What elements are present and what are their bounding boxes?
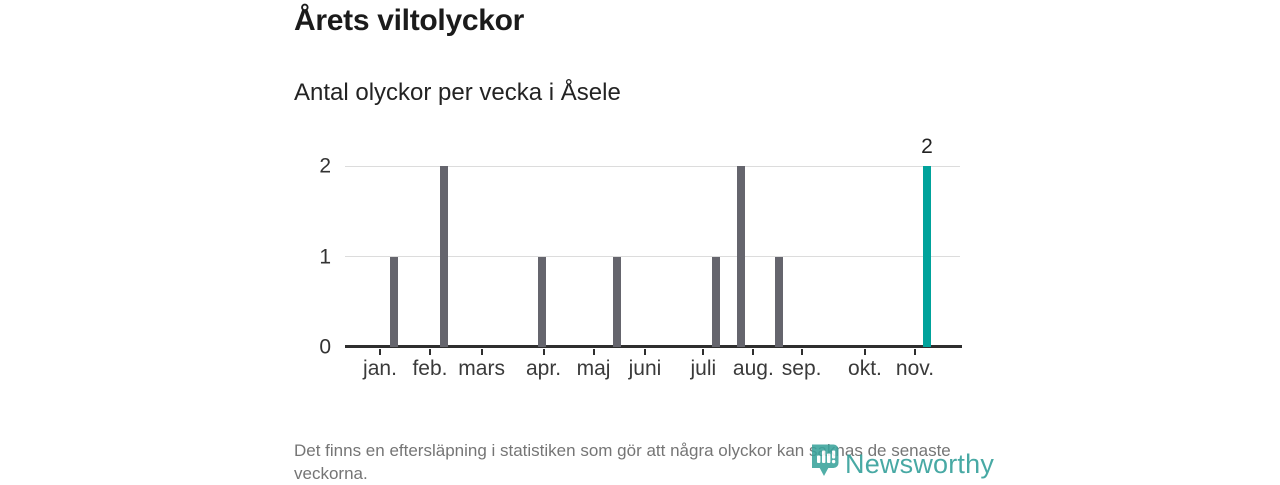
y-axis-label-0: 0 (319, 335, 331, 359)
x-tick-nov (913, 349, 916, 355)
x-tick-maj (592, 349, 595, 355)
bar-week-16 (537, 256, 546, 347)
bar-week-8 (440, 166, 448, 347)
gridline-y-1 (345, 256, 960, 257)
x-axis-label-aug: aug. (732, 357, 774, 380)
x-tick-apr (542, 349, 545, 355)
logo-exclamation-dot (831, 459, 836, 464)
y-axis-label-2: 2 (319, 154, 331, 178)
logo-bar-tall (822, 450, 826, 463)
newsworthy-logo: Newsworthy (812, 444, 994, 480)
logo-bar-medium (827, 453, 831, 463)
x-axis-label-nov: nov. (895, 357, 935, 380)
x-tick-aug (752, 349, 755, 355)
x-axis-label-juni: juni (628, 357, 662, 380)
chart-title: Årets viltolyckor (294, 4, 524, 37)
x-tick-juli (702, 349, 705, 355)
x-tick-jan (378, 349, 381, 355)
x-tick-feb (428, 349, 431, 355)
plot-area: 0 1 2 jan. feb. mars apr. maj juni juli aug. sep. ok… (319, 136, 962, 379)
newsworthy-logo-icon (812, 444, 839, 476)
bar-week-30 (712, 256, 721, 347)
bar-week-22 (613, 256, 621, 347)
gridline-y-2 (345, 165, 960, 167)
bar-week-35 (774, 256, 783, 347)
x-axis-label-juli: juli (690, 357, 717, 380)
y-axis-label-1: 1 (319, 245, 331, 268)
x-axis-label-mars: mars (458, 357, 505, 380)
x-tick-okt (863, 349, 866, 355)
x-axis-label-feb: feb. (412, 357, 448, 380)
x-axis-label-sep: sep. (781, 357, 822, 380)
x-tick-juni (643, 349, 646, 355)
x-axis-label-apr: apr. (526, 357, 562, 380)
newsworthy-wordmark: Newsworthy (845, 449, 995, 479)
x-tick-mars (480, 349, 483, 355)
footnote: Det finns en eftersläpning i statistiken… (294, 441, 951, 483)
bar-week-32 (737, 166, 746, 347)
logo-bar-short (817, 455, 821, 463)
bar-week-4 (390, 256, 398, 347)
chart-subtitle: Antal olyckor per vecka i Åsele (294, 79, 621, 106)
x-axis-label-okt: okt. (848, 357, 882, 380)
logo-exclamation-stem (832, 450, 836, 459)
x-axis-label-maj: maj (576, 357, 611, 380)
x-tick-sep (800, 349, 803, 355)
bar-week-47 (922, 166, 931, 347)
bar-value-label: 2 (921, 135, 933, 158)
x-axis-label-jan: jan. (363, 357, 397, 380)
x-axis-line (345, 345, 962, 348)
